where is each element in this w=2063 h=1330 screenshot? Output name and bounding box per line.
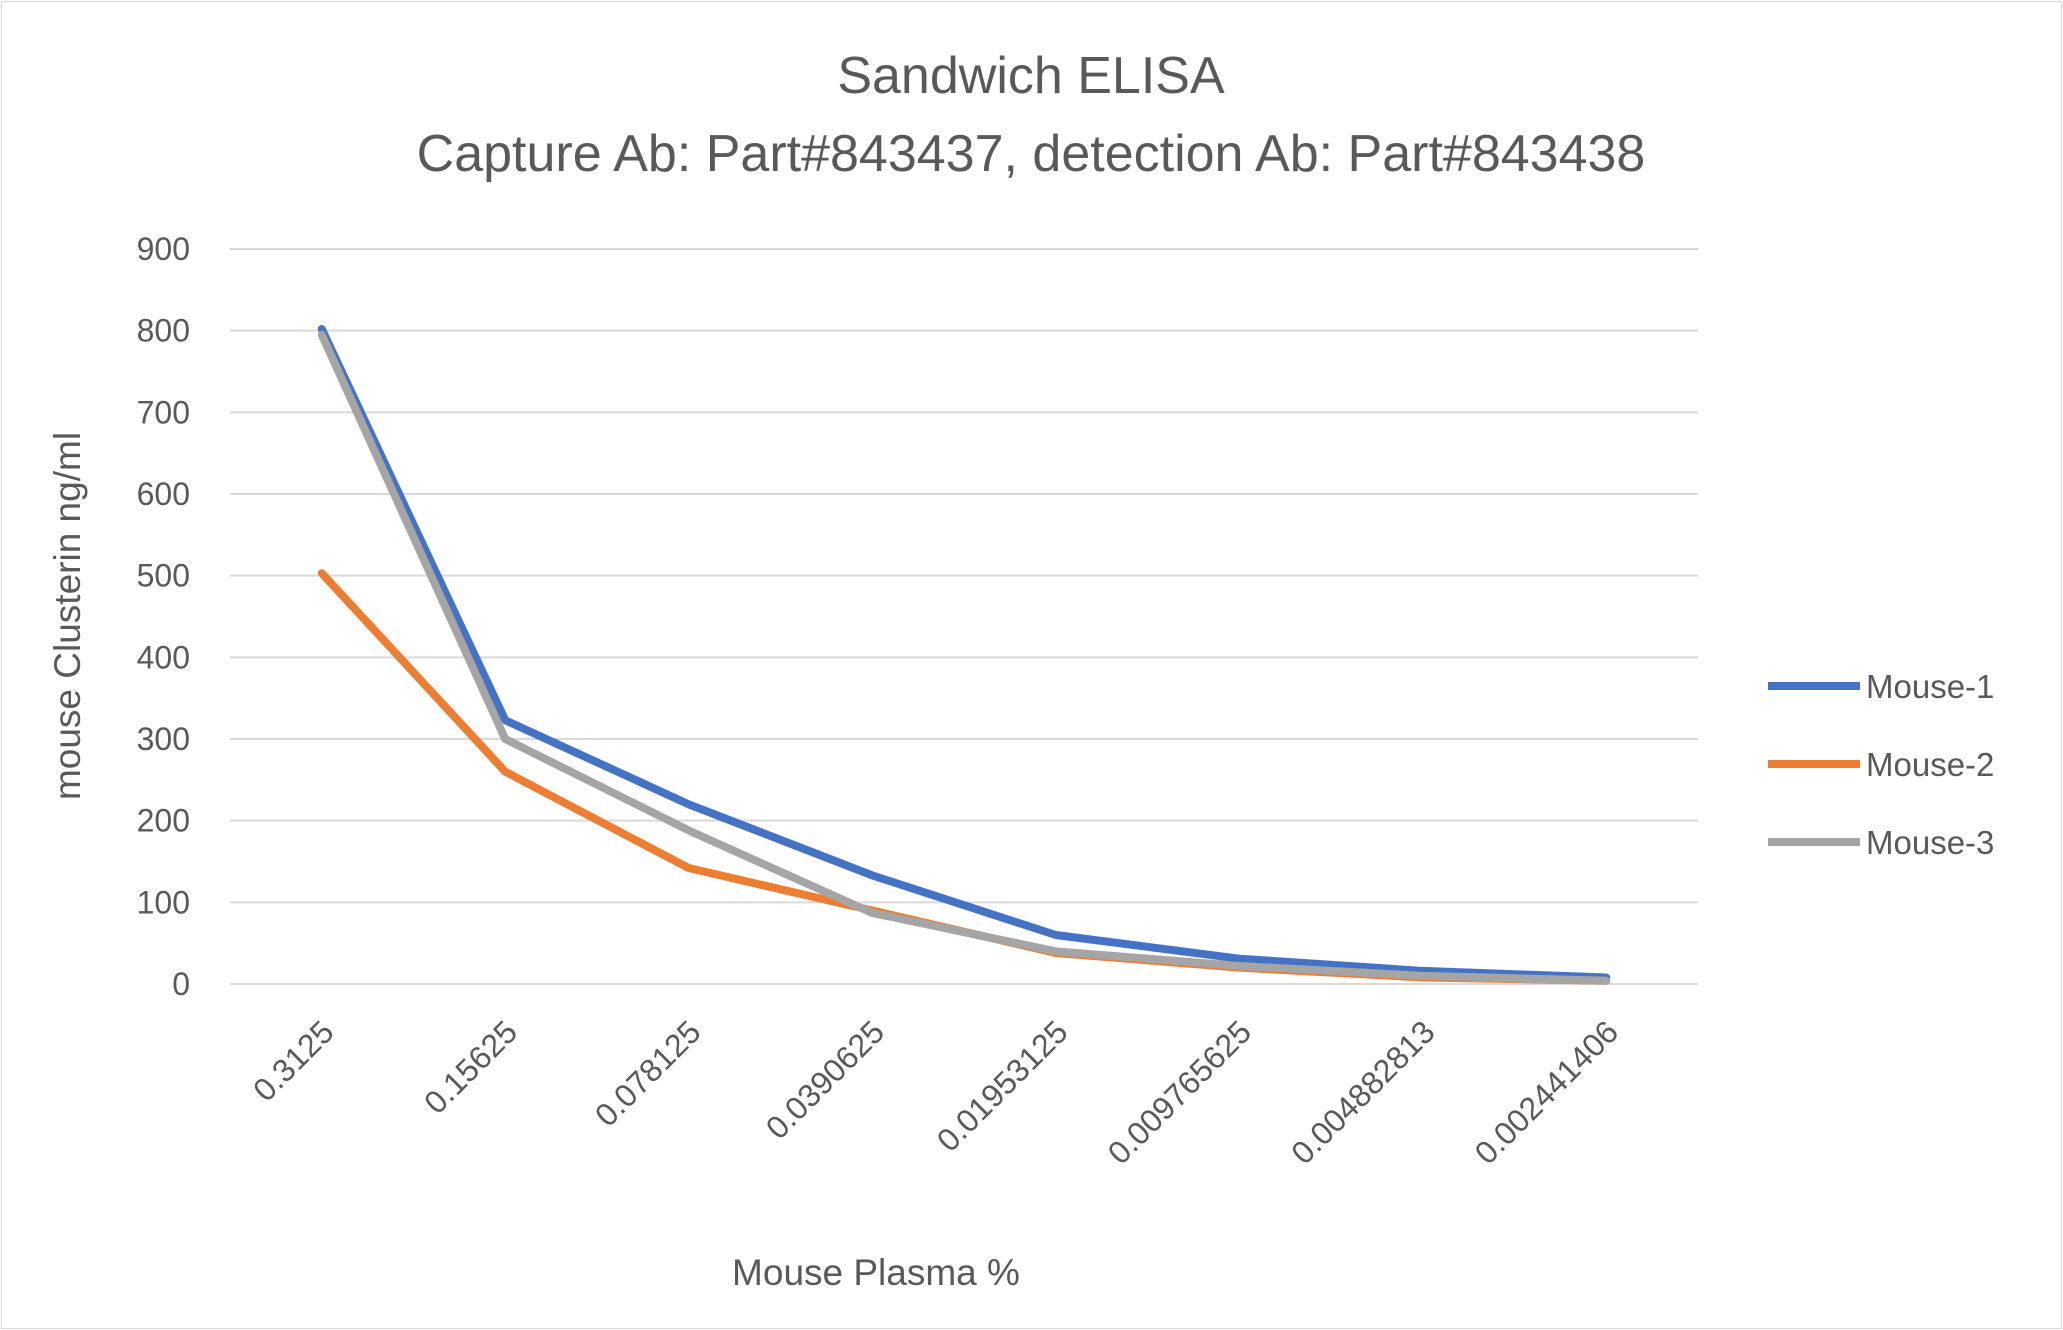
x-tick-label: 0.009765625 xyxy=(1101,1013,1259,1171)
x-tick-label: 0.004882813 xyxy=(1284,1013,1442,1171)
y-tick-labels: 0 100 200 300 400 500 600 700 800 900 xyxy=(137,231,190,1002)
legend: Mouse-1 Mouse-2 Mouse-3 xyxy=(1768,668,1994,861)
y-tick-label: 600 xyxy=(137,476,190,512)
x-tick-label: 0.0390625 xyxy=(759,1013,891,1145)
x-tick-label: 0.15625 xyxy=(417,1013,524,1120)
y-tick-label: 900 xyxy=(137,231,190,267)
x-axis-title: Mouse Plasma % xyxy=(732,1252,1020,1293)
x-tick-label: 0.01953125 xyxy=(930,1013,1075,1158)
x-tick-label: 0.002441406 xyxy=(1468,1013,1626,1171)
y-tick-label: 200 xyxy=(137,803,190,839)
x-tick-label: 0.3125 xyxy=(246,1013,341,1108)
legend-label: Mouse-1 xyxy=(1866,668,1994,705)
series-line-mouse-2 xyxy=(317,569,1611,985)
y-tick-label: 500 xyxy=(137,558,190,594)
x-tick-label: 0.078125 xyxy=(588,1013,708,1133)
y-tick-label: 400 xyxy=(137,639,190,675)
series-line-mouse-3 xyxy=(317,330,1611,985)
y-tick-label: 300 xyxy=(137,721,190,757)
series-lines xyxy=(317,325,1611,985)
y-tick-label: 100 xyxy=(137,884,190,920)
chart-subtitle: Capture Ab: Part#843437, detection Ab: P… xyxy=(417,125,1646,183)
x-tick-labels: 0.3125 0.15625 0.078125 0.0390625 0.01953125… xyxy=(246,1013,1625,1171)
y-tick-label: 800 xyxy=(137,313,190,349)
y-tick-label: 0 xyxy=(172,966,190,1002)
y-axis-title: mouse Clusterin ng/ml xyxy=(47,432,88,800)
y-tick-label: 700 xyxy=(137,394,190,430)
legend-label: Mouse-3 xyxy=(1866,824,1994,861)
series-line-mouse-1 xyxy=(317,325,1611,982)
chart-title: Sandwich ELISA xyxy=(837,47,1225,105)
legend-label: Mouse-2 xyxy=(1866,746,1994,783)
